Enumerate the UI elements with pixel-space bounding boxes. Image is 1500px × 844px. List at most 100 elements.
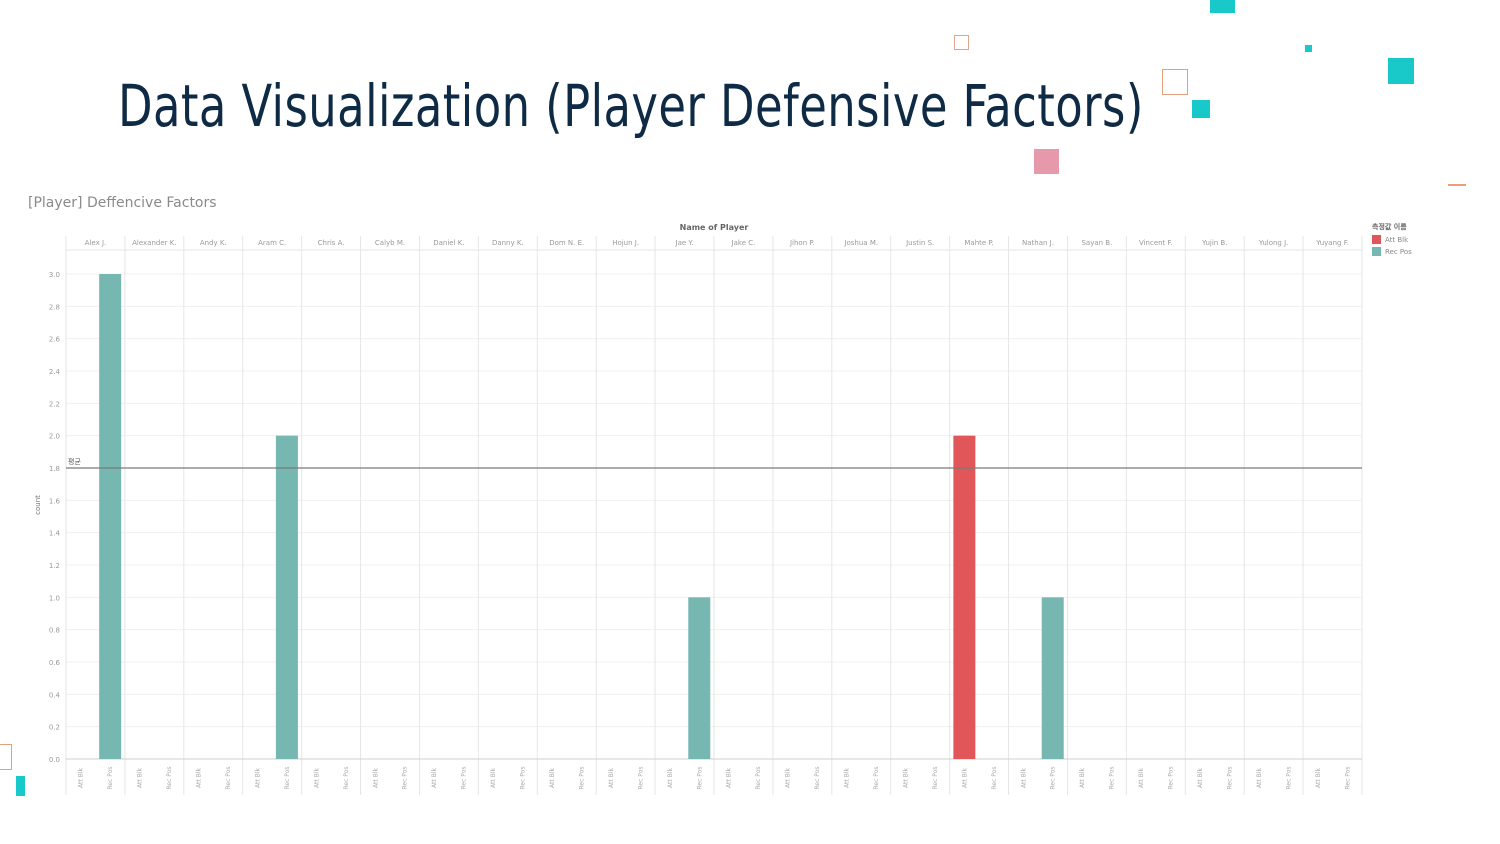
legend-swatch-rec-pos	[1372, 247, 1381, 256]
subcategory-label: Rec Pos	[166, 767, 173, 790]
subcategory-label: Rec Pos	[402, 767, 409, 790]
player-label: Mahte P.	[964, 239, 993, 247]
subcategory-label: Att Blk	[1256, 768, 1263, 788]
subcategory-label: Rec Pos	[1050, 767, 1057, 790]
bar-rec-pos	[275, 435, 298, 759]
player-label: Yujin B.	[1201, 239, 1228, 247]
subcategory-label: Rec Pos	[873, 767, 880, 790]
subcategory-label: Att Blk	[1138, 768, 1145, 788]
player-label: Jake C.	[731, 239, 756, 247]
subcategory-label: Att Blk	[726, 768, 733, 788]
y-axis-title: count	[34, 495, 42, 515]
subcategory-label: Att Blk	[137, 768, 144, 788]
y-tick-label: 3.0	[49, 271, 60, 279]
legend-item-att-blk: Att Blk	[1372, 235, 1412, 244]
subcategory-label: Rec Pos	[1344, 767, 1351, 790]
subcategory-label: Rec Pos	[1285, 767, 1292, 790]
orange-line-deco	[1448, 184, 1466, 186]
subcategory-label: Rec Pos	[284, 767, 291, 790]
subcategory-label: Att Blk	[490, 768, 497, 788]
chart-title: [Player] Deffencive Factors	[28, 195, 217, 211]
player-label: Sayan B.	[1081, 239, 1112, 247]
subcategory-label: Rec Pos	[932, 767, 939, 790]
y-tick-label: 2.4	[49, 368, 61, 376]
player-label: Andy K.	[200, 239, 227, 247]
y-tick-label: 0.8	[49, 627, 60, 635]
subcategory-label: Att Blk	[431, 768, 438, 788]
legend-label-att-blk: Att Blk	[1385, 235, 1409, 244]
player-label: Alexander K.	[132, 239, 176, 247]
subcategory-label: Rec Pos	[461, 767, 468, 790]
legend-swatch-att-blk	[1372, 235, 1381, 244]
y-tick-label: 2.6	[49, 336, 61, 344]
y-tick-label: 2.2	[49, 400, 60, 408]
subcategory-label: Att Blk	[902, 768, 909, 788]
teal-square-deco	[1388, 58, 1414, 84]
player-label: Calyb M.	[375, 239, 405, 247]
subcategory-label: Att Blk	[785, 768, 792, 788]
bar-rec-pos	[1041, 597, 1064, 759]
player-label: Alex J.	[85, 239, 107, 247]
subcategory-label: Att Blk	[78, 768, 85, 788]
teal-square-deco	[1210, 0, 1235, 13]
subcategory-label: Att Blk	[961, 768, 968, 788]
outline-square-deco	[1162, 69, 1188, 95]
subcategory-label: Rec Pos	[520, 767, 527, 790]
outline-square-deco	[954, 35, 969, 50]
subcategory-label: Att Blk	[608, 768, 615, 788]
y-tick-label: 2.0	[49, 433, 60, 441]
subcategory-label: Att Blk	[196, 768, 203, 788]
y-tick-label: 1.8	[49, 465, 60, 473]
y-tick-label: 0.6	[49, 659, 61, 667]
legend-item-rec-pos: Rec Pos	[1372, 247, 1412, 256]
subcategory-label: Att Blk	[667, 768, 674, 788]
y-tick-label: 0.0	[49, 756, 60, 764]
y-tick-label: 0.4	[49, 691, 61, 699]
subcategory-label: Rec Pos	[343, 767, 350, 790]
player-label: Hojun J.	[612, 239, 639, 247]
subcategory-label: Rec Pos	[1109, 767, 1116, 790]
subcategory-label: Rec Pos	[637, 767, 644, 790]
subcategory-label: Att Blk	[549, 768, 556, 788]
teal-square-deco	[16, 776, 25, 796]
subcategory-label: Att Blk	[313, 768, 320, 788]
teal-dot-deco	[1305, 45, 1312, 52]
subcategory-label: Rec Pos	[578, 767, 585, 790]
bar-rec-pos	[99, 274, 122, 759]
y-tick-label: 0.2	[49, 724, 60, 732]
legend-title: 측정값 이름	[1372, 223, 1407, 231]
player-label: Jihon P.	[789, 239, 815, 247]
bar-att-blk	[953, 435, 976, 759]
player-label: Yulong J.	[1258, 239, 1289, 247]
player-label: Nathan J.	[1022, 239, 1054, 247]
subcategory-label: Rec Pos	[1168, 767, 1175, 790]
player-label: Yuyang F.	[1315, 239, 1349, 247]
y-tick-label: 1.4	[49, 530, 61, 538]
subcategory-label: Att Blk	[372, 768, 379, 788]
player-label: Vincent F.	[1139, 239, 1173, 247]
x-axis-title: Name of Player	[680, 223, 749, 232]
y-tick-label: 1.2	[49, 562, 60, 570]
bar-rec-pos	[688, 597, 711, 759]
player-label: Joshua M.	[843, 239, 878, 247]
player-label: Justin S.	[905, 239, 934, 247]
chart-legend: 측정값 이름 Att Blk Rec Pos	[1372, 222, 1412, 256]
pink-square-deco	[1034, 149, 1059, 174]
slide-title: Data Visualization (Player Defensive Fac…	[118, 72, 1144, 140]
subcategory-label: Rec Pos	[1226, 767, 1233, 790]
subcategory-label: Rec Pos	[755, 767, 762, 790]
subcategory-label: Rec Pos	[991, 767, 998, 790]
subcategory-label: Att Blk	[844, 768, 851, 788]
y-tick-label: 1.0	[49, 594, 60, 602]
y-tick-label: 1.6	[49, 497, 61, 505]
outline-square-deco	[0, 744, 12, 770]
subcategory-label: Rec Pos	[225, 767, 232, 790]
subcategory-label: Att Blk	[1315, 768, 1322, 788]
subcategory-label: Att Blk	[1020, 768, 1027, 788]
subcategory-label: Att Blk	[1197, 768, 1204, 788]
player-label: Dom N. E.	[549, 239, 584, 247]
subcategory-label: Rec Pos	[696, 767, 703, 790]
subcategory-label: Att Blk	[1079, 768, 1086, 788]
subcategory-label: Rec Pos	[814, 767, 821, 790]
